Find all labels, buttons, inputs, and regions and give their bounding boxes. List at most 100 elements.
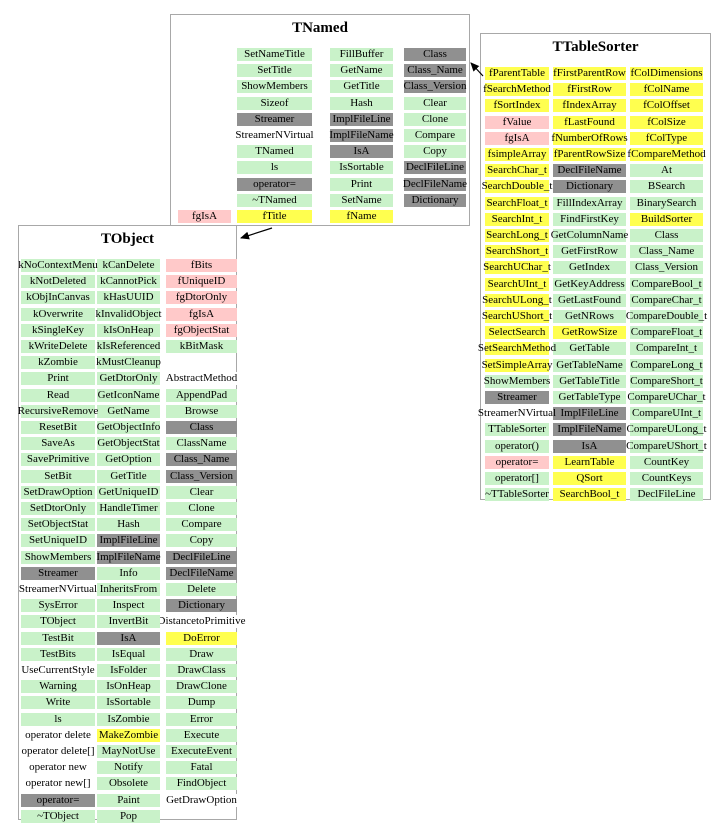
member-fcolsize: fColSize [630,115,703,129]
member-setobjectstat: SetObjectStat [21,518,95,532]
member-implfileline: ImplFileLine [553,407,626,421]
member-findfirstkey: FindFirstKey [553,212,626,226]
member-setdtoronly: SetDtorOnly [21,502,95,515]
member-label: Print [350,177,373,190]
member-getrowsize: GetRowSize [553,326,626,340]
member-copy: Copy [166,534,237,548]
class-box-ttablesorter: TTableSorter fParentTable fSearchMethod fSo… [478,33,711,502]
member-label: kIsReferenced [96,340,161,352]
member-label: Class_Version [170,469,233,482]
member-label: CountKey [643,455,690,468]
member-label: ShowMembers [24,550,92,563]
member-label: ~TObject [37,809,79,822]
member-getlastfound: GetLastFound [553,293,626,307]
member-label: GetTitle [110,469,147,482]
member-label: Info [119,566,138,579]
member-label: Compare [414,129,456,141]
member-kbitmask: kBitMask [166,340,237,353]
member-label: TNamed [255,145,294,158]
member-streamer: Streamer [237,112,312,126]
member-label: GetName [340,64,383,77]
member-label: ImplFileName [329,129,394,141]
member-label: kWriteDelete [28,340,88,352]
member-searchchar-t: SearchChar_t [485,164,549,178]
member-label: fColDimensions [630,67,703,79]
member-ttablesorter: ~TTableSorter [485,488,549,502]
member-label: DeclFileName [402,177,468,190]
member-label: GetTableName [556,358,623,371]
member-label: CountKeys [641,472,692,484]
member-ls: ls [237,161,312,175]
member-testbits: TestBits [21,647,95,661]
member-knotdeleted: kNotDeleted [21,275,95,289]
member-fgisa: fgIsA [166,307,237,321]
member-knocontextmenu: kNoContextMenu [18,259,98,272]
member-gettabletype: GetTableType [553,391,626,404]
member-appendpad: AppendPad [166,388,237,402]
member-label: InheritsFrom [99,583,158,595]
member-label: Pop [119,809,138,822]
member-label: fColSize [647,115,686,128]
member-label: SearchBool_t [559,488,620,501]
member-label: fsimpleArray [487,148,547,160]
member-fatal: Fatal [166,761,237,775]
member-comparefloat-t: CompareFloat_t [630,326,703,340]
member-label: ~TTableSorter [485,488,549,501]
member-fgobjectstat: fgObjectStat [166,323,237,337]
member-class-version: Class_Version [630,261,703,275]
member-label: Hash [117,518,140,531]
member-kcandelete: kCanDelete [97,259,160,272]
member-label: CompareBool_t [631,277,702,290]
member-searchbool-t: SearchBool_t [553,488,626,502]
member-kisreferenced: kIsReferenced [97,340,160,353]
member-hash: Hash [97,518,160,532]
member-gettabletitle: GetTableTitle [553,374,626,388]
member-label: CompareUShort_t [626,439,707,452]
member-ls: ls [21,712,95,726]
member-fsearchmethod: fSearchMethod [483,83,551,97]
member-label: GetIndex [569,261,610,274]
member-label: DeclFileName [557,164,622,177]
member-fcoloffset: fColOffset [630,99,703,113]
member-label: TObject [40,615,76,628]
member-koverwrite: kOverwrite [21,307,95,321]
member-streamernvirtual: StreamerNVirtual [478,407,556,421]
member-label: kOverwrite [32,307,84,320]
member-streamernvirtual: StreamerNVirtual [19,583,97,596]
member-label: fColName [643,83,690,96]
member-warning: Warning [21,680,95,694]
member-label: fParentRowSize [553,148,626,160]
member-label: IsA [120,631,137,644]
member-print: Print [330,177,393,191]
member-at: At [630,164,703,178]
member-getfirstrow: GetFirstRow [553,245,626,259]
member-label: QSort [576,472,603,484]
member-drawclone: DrawClone [166,680,237,694]
member-label: IsSortable [106,696,151,709]
member-label: SavePrimitive [26,453,90,466]
member-label: MakeZombie [98,728,159,741]
member-countkeys: CountKeys [630,472,703,485]
member-declfilename: DeclFileName [402,177,468,191]
member-label: DeclFileLine [405,161,465,174]
member-showmembers: ShowMembers [237,80,312,94]
member-issortable: IsSortable [330,161,393,175]
member-label: BuildSorter [640,212,693,225]
member-ftitle: fTitle [237,210,312,223]
member-khasuuid: kHasUUID [97,291,160,305]
member-label: operator new[] [25,777,91,790]
member-getname: GetName [330,64,393,78]
member-streamernvirtual: StreamerNVirtual [235,129,314,142]
member-label: SearchLong_t [486,229,548,241]
member-label: GetTableType [558,391,621,403]
member-searchfloat-t: SearchFloat_t [485,196,549,210]
member-searchushort-t: SearchUShort_t [482,310,552,323]
member-label: IsZombie [107,712,150,725]
member-label: DeclFileName [169,566,234,579]
member-tobject: ~TObject [21,809,95,823]
member-label: DoError [183,631,220,644]
member-label: Hash [350,96,373,109]
member-comparedouble-t: CompareDouble_t [626,310,707,323]
member-label: CompareChar_t [631,293,702,306]
member-label: SetDtorOnly [29,502,87,514]
